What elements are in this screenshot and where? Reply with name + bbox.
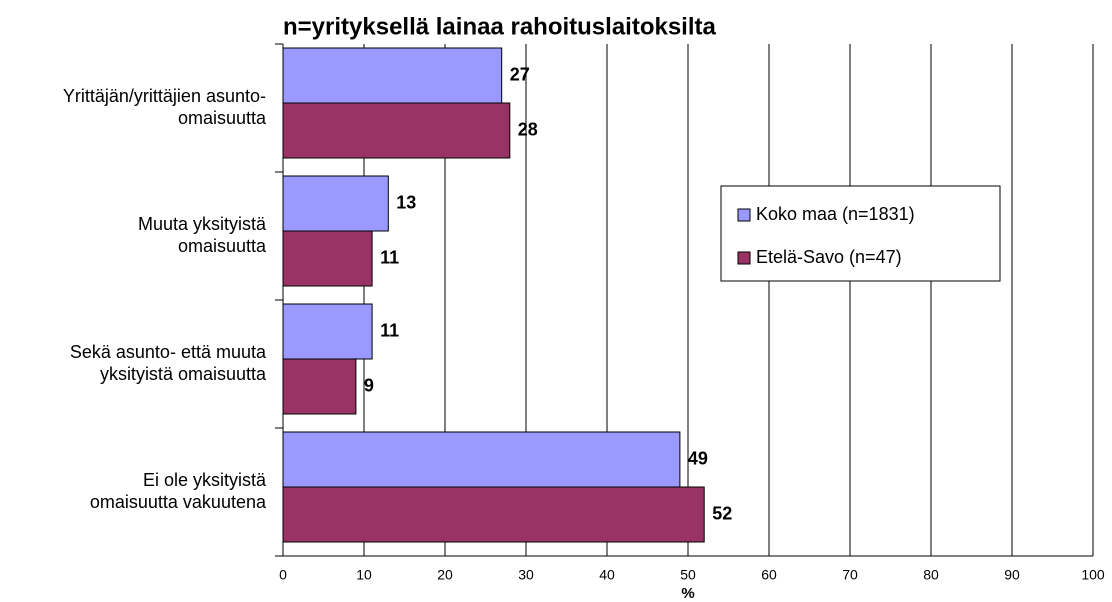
x-tick-label: 10 xyxy=(356,567,372,583)
bar xyxy=(282,486,705,543)
chart-title: n=yrityksellä lainaa rahoituslaitoksilta xyxy=(283,13,717,40)
value-label: 13 xyxy=(396,192,416,212)
legend-box xyxy=(720,185,1001,282)
x-tick-label: 70 xyxy=(842,567,858,583)
value-label: 28 xyxy=(518,119,538,139)
y-tick-label: Yrittäjän/yrittäjien asunto-omaisuutta xyxy=(63,86,267,128)
y-tick-label-line: Muuta yksityistä xyxy=(138,214,267,234)
y-tick-label-line: Ei ole yksityistä xyxy=(143,470,267,490)
y-tick-label-line: omaisuutta vakuutena xyxy=(90,492,267,512)
x-tick-label: 80 xyxy=(923,567,939,583)
y-tick-label: Sekä asunto- että muuta yksityistä omaisu… xyxy=(70,342,267,384)
legend: Koko maa (n=1831) Etelä-Savo (n=47) xyxy=(720,185,1001,282)
y-tick-label-line: omaisuutta xyxy=(178,236,267,256)
bar xyxy=(282,230,373,287)
y-tick-label-line: Sekä asunto- että muuta xyxy=(70,342,267,362)
x-tick-label: 50 xyxy=(680,567,696,583)
x-tick-label: 60 xyxy=(761,567,777,583)
x-tick-label: 90 xyxy=(1004,567,1020,583)
bar xyxy=(282,303,373,360)
legend-label: Koko maa (n=1831) xyxy=(756,204,915,224)
y-tick-label-line: omaisuutta xyxy=(178,108,267,128)
legend-label: Etelä-Savo (n=47) xyxy=(756,247,902,267)
bar xyxy=(282,431,681,488)
legend-swatch xyxy=(737,251,751,265)
bar xyxy=(282,358,357,415)
value-label: 9 xyxy=(364,375,374,395)
bar xyxy=(282,102,511,159)
legend-swatch xyxy=(737,208,751,222)
y-tick-label: Muuta yksityistä omaisuutta xyxy=(138,214,267,256)
x-tick-label: 30 xyxy=(518,567,534,583)
value-label: 27 xyxy=(510,64,530,84)
bar xyxy=(282,47,503,104)
x-tick-label: 40 xyxy=(599,567,615,583)
y-tick-label: Ei ole yksityistä omaisuutta vakuutena xyxy=(90,470,267,512)
x-tick-label: 20 xyxy=(437,567,453,583)
value-label: 11 xyxy=(380,247,399,267)
value-label: 52 xyxy=(712,503,732,523)
value-label: 49 xyxy=(688,448,708,468)
x-tick-label: 0 xyxy=(279,567,287,583)
y-tick-label-line: Yrittäjän/yrittäjien asunto- xyxy=(63,86,266,106)
y-tick-label-line: yksityistä omaisuutta xyxy=(100,364,267,384)
x-tick-label: 100 xyxy=(1081,567,1105,583)
value-label: 11 xyxy=(380,320,399,340)
x-axis-label: % xyxy=(681,585,694,602)
bar xyxy=(282,175,389,232)
